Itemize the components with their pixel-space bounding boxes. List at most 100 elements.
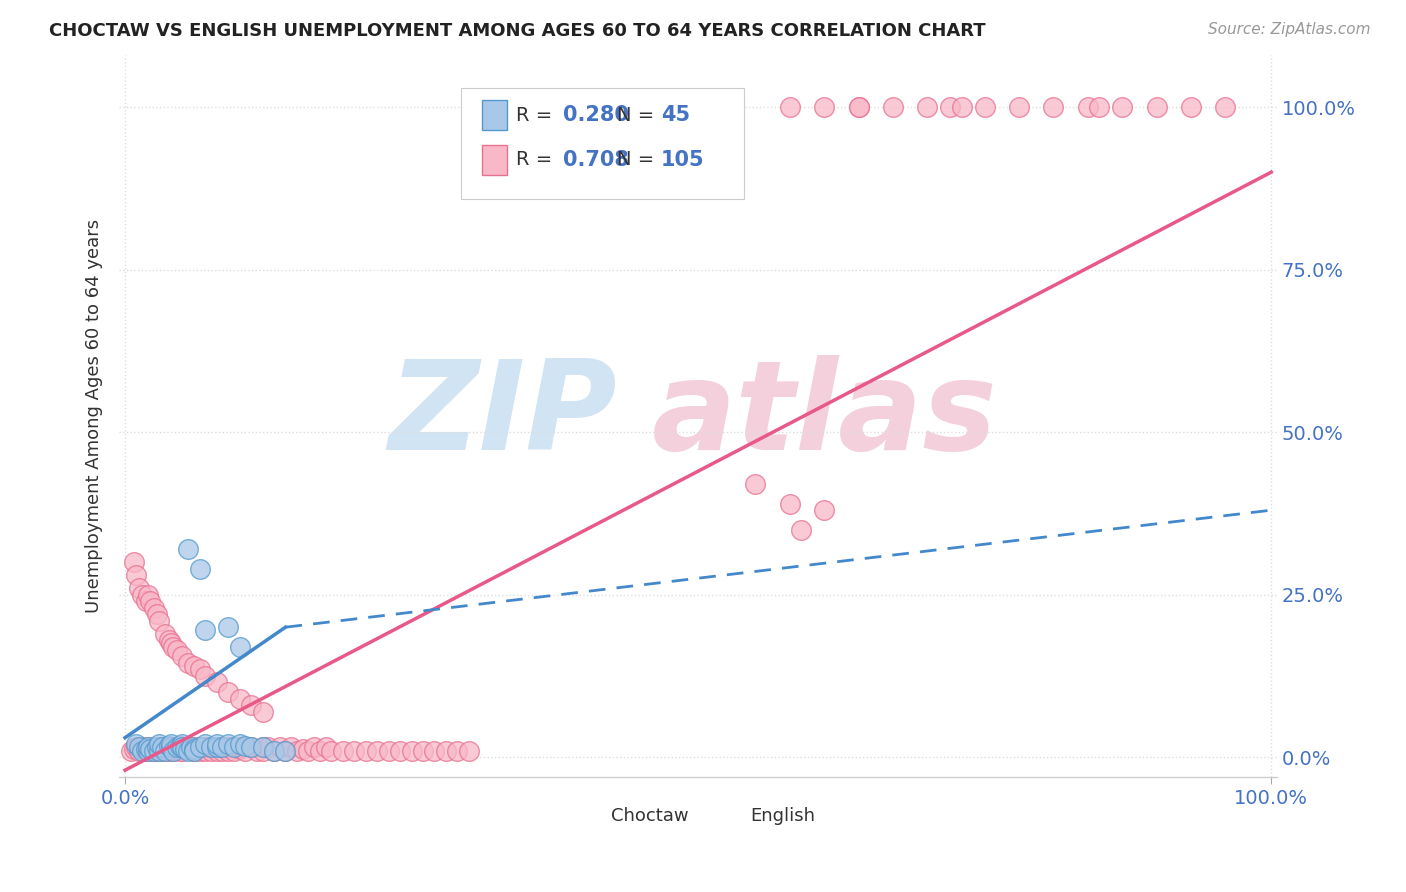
- Point: [297, 744, 319, 758]
- Point: [177, 742, 200, 756]
- Point: [228, 691, 250, 706]
- Point: [377, 744, 399, 758]
- Point: [246, 744, 269, 758]
- Point: [205, 675, 228, 690]
- Point: [128, 581, 150, 595]
- Point: [135, 744, 157, 758]
- Point: [200, 744, 222, 758]
- Point: [188, 662, 211, 676]
- Point: [166, 742, 188, 756]
- Point: [183, 740, 205, 755]
- Point: [211, 740, 233, 755]
- Point: [1042, 100, 1064, 114]
- Point: [779, 100, 801, 114]
- Point: [160, 737, 183, 751]
- Point: [205, 740, 228, 755]
- Text: ZIP: ZIP: [388, 355, 617, 476]
- Point: [200, 740, 222, 755]
- Bar: [716, 802, 734, 830]
- Point: [136, 588, 159, 602]
- Point: [263, 744, 285, 758]
- Point: [194, 740, 217, 755]
- Point: [157, 744, 180, 758]
- Point: [315, 740, 337, 755]
- Point: [131, 740, 153, 755]
- Point: [150, 744, 173, 758]
- Point: [1180, 100, 1202, 114]
- Point: [122, 742, 145, 756]
- Point: [950, 100, 973, 114]
- Point: [235, 744, 257, 758]
- Point: [235, 739, 257, 753]
- Point: [183, 742, 205, 756]
- Point: [172, 737, 194, 751]
- Point: [434, 744, 457, 758]
- Point: [257, 740, 280, 755]
- Point: [169, 739, 191, 753]
- Point: [160, 636, 183, 650]
- Point: [177, 656, 200, 670]
- Point: [157, 633, 180, 648]
- Point: [162, 744, 184, 758]
- Point: [228, 742, 250, 756]
- Point: [228, 737, 250, 751]
- Text: 0.708: 0.708: [562, 150, 628, 169]
- Point: [790, 523, 813, 537]
- Point: [412, 744, 434, 758]
- Point: [188, 562, 211, 576]
- Point: [146, 744, 169, 758]
- Point: [153, 626, 176, 640]
- Text: 105: 105: [661, 150, 704, 169]
- Point: [205, 740, 228, 755]
- Point: [1111, 100, 1133, 114]
- Point: [217, 744, 239, 758]
- Text: 0.280: 0.280: [562, 105, 628, 125]
- Bar: [576, 802, 596, 830]
- Point: [136, 744, 159, 758]
- Point: [252, 744, 274, 758]
- Point: [194, 737, 217, 751]
- Point: [222, 740, 245, 755]
- Point: [142, 744, 165, 758]
- Point: [128, 744, 150, 758]
- Point: [252, 740, 274, 755]
- Point: [139, 742, 162, 756]
- Point: [148, 737, 170, 751]
- Point: [321, 744, 343, 758]
- Point: [136, 744, 159, 758]
- Point: [779, 497, 801, 511]
- Point: [177, 740, 200, 755]
- Point: [188, 740, 211, 755]
- Point: [1088, 100, 1111, 114]
- Point: [194, 669, 217, 683]
- Point: [269, 740, 291, 755]
- Point: [160, 742, 183, 756]
- Point: [882, 100, 904, 114]
- Point: [285, 744, 308, 758]
- Point: [162, 640, 184, 654]
- Point: [166, 740, 188, 755]
- Point: [142, 600, 165, 615]
- Point: [848, 100, 870, 114]
- Point: [169, 744, 191, 758]
- Y-axis label: Unemployment Among Ages 60 to 64 years: Unemployment Among Ages 60 to 64 years: [86, 219, 103, 613]
- Point: [211, 744, 233, 758]
- Point: [228, 740, 250, 755]
- Point: [1146, 100, 1168, 114]
- Text: R =: R =: [516, 150, 558, 169]
- Point: [122, 555, 145, 569]
- Point: [135, 742, 157, 756]
- Point: [354, 744, 377, 758]
- Point: [173, 742, 195, 756]
- Point: [939, 100, 962, 114]
- Point: [162, 744, 184, 758]
- Point: [217, 740, 239, 755]
- Point: [446, 744, 468, 758]
- Point: [177, 542, 200, 557]
- Point: [1008, 100, 1031, 114]
- Point: [160, 740, 183, 755]
- Point: [172, 649, 194, 664]
- Point: [142, 744, 165, 758]
- Point: [291, 742, 314, 756]
- Point: [146, 607, 169, 622]
